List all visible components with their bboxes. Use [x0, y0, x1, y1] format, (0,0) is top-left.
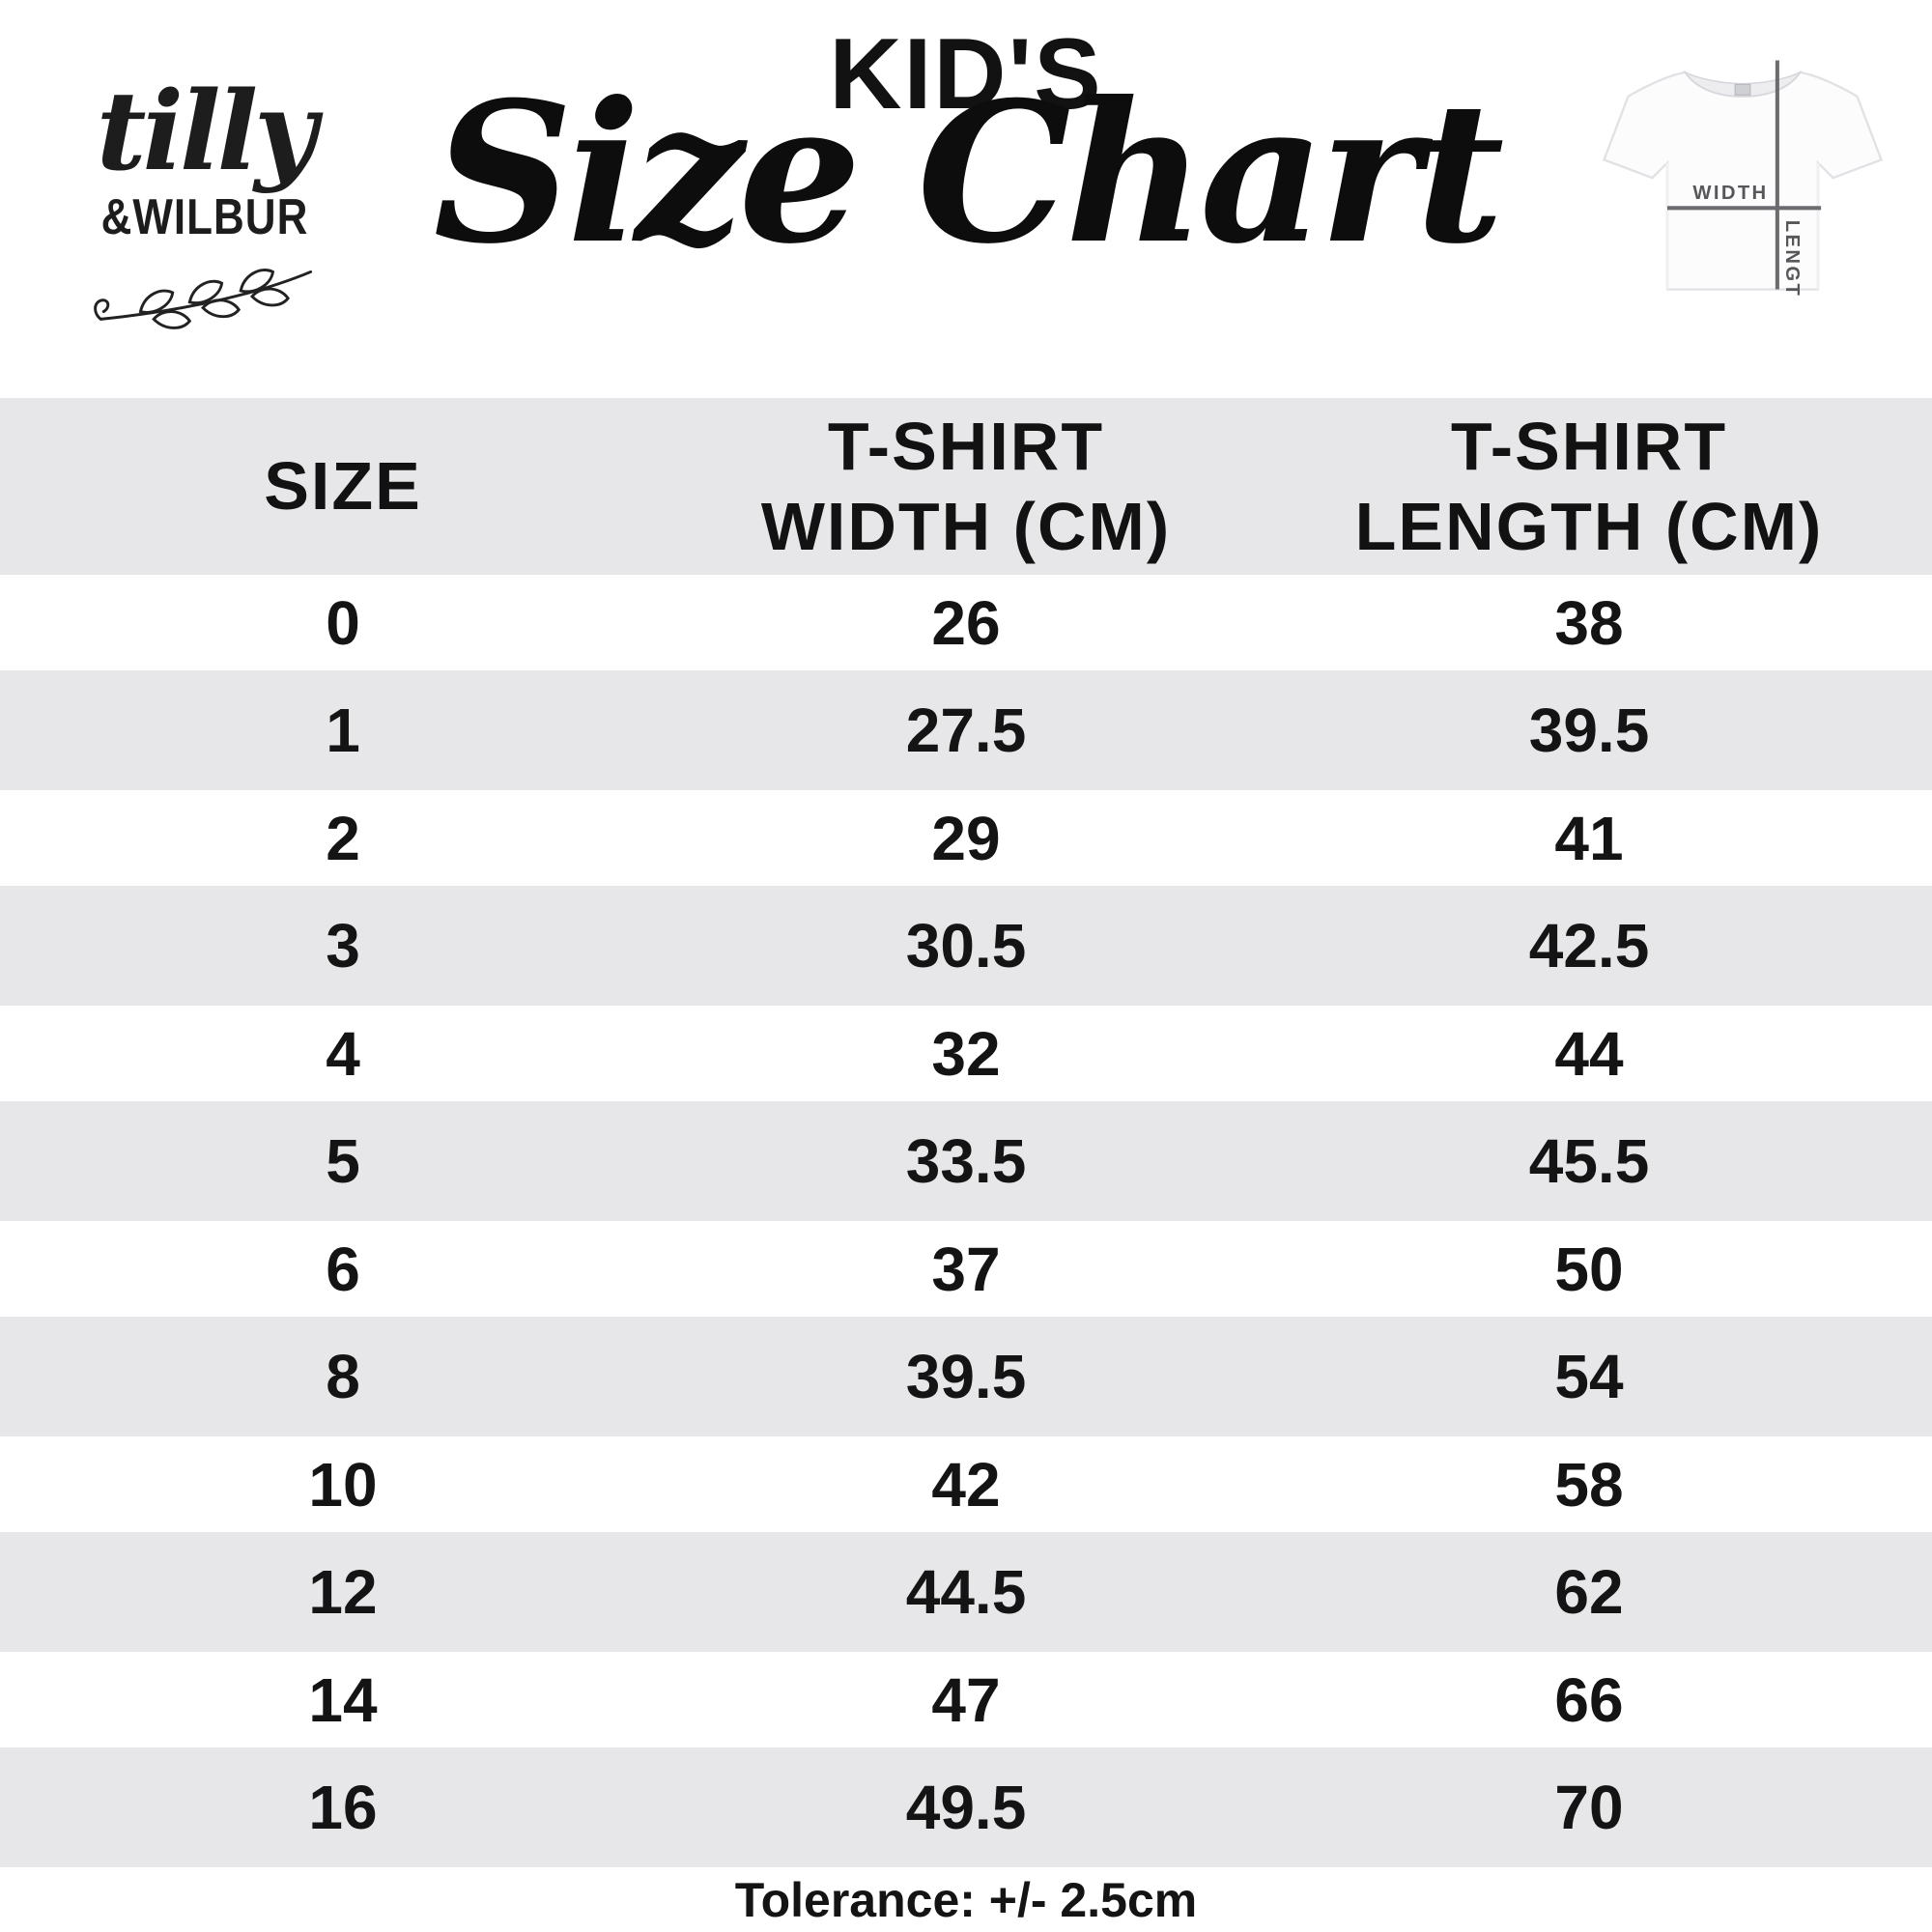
length-cell: 39.5	[1528, 696, 1650, 765]
table-row: 12 44.5 62	[0, 1532, 1932, 1652]
length-cell: 58	[1554, 1449, 1624, 1520]
width-cell: 33.5	[905, 1126, 1027, 1196]
width-cell: 44.5	[905, 1557, 1027, 1627]
page-title: Size Chart	[433, 60, 1505, 287]
size-table: SIZE T-SHIRT WIDTH (CM) T-SHIRT LENGTH (…	[0, 398, 1932, 1867]
table-row: 10 42 58	[0, 1436, 1932, 1532]
neck-label	[1734, 83, 1751, 96]
length-cell: 66	[1554, 1664, 1624, 1735]
size-cell: 4	[326, 1018, 360, 1089]
brand-name-script: tilly	[96, 69, 317, 195]
length-cell: 62	[1554, 1557, 1624, 1627]
width-cell: 49.5	[905, 1773, 1027, 1842]
length-cell: 42.5	[1528, 911, 1650, 980]
length-cell: 50	[1554, 1234, 1624, 1304]
width-label: WIDTH	[1692, 183, 1768, 204]
size-cell: 8	[326, 1342, 360, 1411]
brand-logo: tilly &WILBUR	[85, 69, 325, 341]
width-cell: 27.5	[905, 696, 1027, 765]
brand-name-caps: &WILBUR	[100, 189, 309, 246]
laurel-branch-icon	[85, 247, 325, 341]
header-row: SIZE T-SHIRT WIDTH (CM) T-SHIRT LENGTH (…	[0, 398, 1932, 575]
page-kicker: KID'S	[829, 18, 1103, 130]
width-cell: 30.5	[905, 911, 1027, 980]
size-cell: 12	[308, 1557, 378, 1627]
size-cell: 14	[308, 1664, 378, 1735]
table-row: 3 30.5 42.5	[0, 886, 1932, 1006]
length-cell: 41	[1554, 803, 1624, 873]
column-header-width: T-SHIRT WIDTH (CM)	[760, 408, 1172, 564]
size-cell: 3	[326, 911, 360, 980]
table-row: 16 49.5 70	[0, 1747, 1932, 1867]
width-cell: 32	[931, 1018, 1001, 1089]
table-row: 0 26 38	[0, 575, 1932, 670]
size-cell: 10	[308, 1449, 378, 1520]
length-cell: 38	[1554, 587, 1624, 658]
length-cell: 44	[1554, 1018, 1624, 1089]
table-row: 2 29 41	[0, 790, 1932, 886]
width-cell: 42	[931, 1449, 1001, 1520]
table-row: 1 27.5 39.5	[0, 670, 1932, 790]
tolerance-note: Tolerance: +/- 2.5cm	[734, 1872, 1198, 1927]
size-cell: 0	[326, 587, 360, 658]
table-row: 14 47 66	[0, 1652, 1932, 1747]
table-row: 6 37 50	[0, 1221, 1932, 1317]
size-cell: 2	[326, 803, 360, 873]
table-row: 4 32 44	[0, 1006, 1932, 1101]
width-cell: 29	[931, 803, 1001, 873]
column-header-length: T-SHIRT LENGTH (CM)	[1354, 408, 1824, 564]
width-cell: 37	[931, 1234, 1001, 1304]
length-label: LENGTH	[1781, 220, 1803, 296]
length-cell: 45.5	[1528, 1126, 1650, 1196]
size-cell: 16	[308, 1773, 378, 1842]
column-header-size: SIZE	[264, 448, 422, 525]
width-cell: 47	[931, 1664, 1001, 1735]
tshirt-diagram: WIDTH LENGTH	[1592, 54, 1893, 314]
table-row: 8 39.5 54	[0, 1317, 1932, 1436]
length-cell: 70	[1554, 1773, 1624, 1842]
size-cell: 5	[326, 1126, 360, 1196]
size-cell: 1	[326, 696, 360, 765]
width-cell: 26	[931, 587, 1001, 658]
length-cell: 54	[1554, 1342, 1624, 1411]
tshirt-shape	[1602, 71, 1884, 291]
size-cell: 6	[326, 1234, 360, 1304]
width-cell: 39.5	[905, 1342, 1027, 1411]
table-row: 5 33.5 45.5	[0, 1101, 1932, 1221]
